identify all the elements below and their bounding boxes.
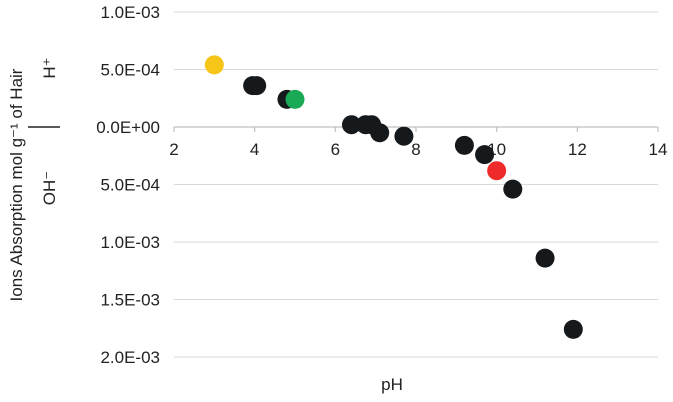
x-tick-label: 6 xyxy=(331,140,340,159)
data-point xyxy=(487,161,507,181)
y-tick-label: 1.5E-03 xyxy=(100,291,160,310)
data-point xyxy=(285,89,305,109)
x-axis-tick-labels: 2 4 6 8 10 12 14 xyxy=(169,140,667,159)
y-tick-label: 2.0E-03 xyxy=(100,348,160,367)
y-axis-lower-label: OH⁻ xyxy=(40,171,59,205)
data-point xyxy=(454,135,474,155)
data-point xyxy=(563,319,583,339)
x-axis-title: pH xyxy=(381,375,403,394)
x-axis-line xyxy=(173,126,659,132)
data-point xyxy=(247,76,267,96)
data-point xyxy=(341,115,361,135)
x-tick-label: 12 xyxy=(568,140,587,159)
y-axis-upper-label: H⁺ xyxy=(40,57,59,78)
gridlines xyxy=(174,11,658,358)
data-point xyxy=(475,145,495,165)
y-tick-label: 0.0E+00 xyxy=(96,118,160,137)
x-tick-label: 2 xyxy=(169,140,178,159)
data-point xyxy=(535,248,555,268)
data-point xyxy=(204,55,224,75)
x-tick-label: 4 xyxy=(250,140,259,159)
y-tick-label: 5.0E-04 xyxy=(100,61,160,80)
data-point xyxy=(394,126,414,146)
x-tick-label: 14 xyxy=(649,140,668,159)
data-point xyxy=(370,123,390,143)
y-tick-label: 1.0E-03 xyxy=(100,233,160,252)
x-tick-label: 8 xyxy=(411,140,420,159)
data-point xyxy=(503,179,523,199)
y-tick-label: 5.0E-04 xyxy=(100,176,160,195)
data-points xyxy=(204,55,583,339)
y-axis-tick-labels: 1.0E-03 5.0E-04 0.0E+00 5.0E-04 1.0E-03 1.5E-… xyxy=(96,3,160,367)
y-tick-label: 1.0E-03 xyxy=(100,3,160,22)
y-axis-title: Ions Absorption mol g⁻¹ of Hair xyxy=(7,68,26,301)
